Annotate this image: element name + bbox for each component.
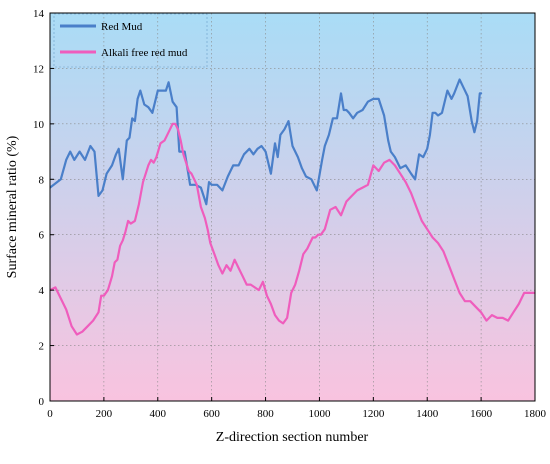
series-line-alkali-free-red-mud bbox=[50, 122, 535, 336]
legend: Red Mud Alkali free red mud bbox=[53, 13, 208, 68]
x-tick-label: 0 bbox=[47, 408, 53, 420]
x-tick-label: 1600 bbox=[470, 408, 493, 420]
x-tick-label: 600 bbox=[203, 408, 220, 420]
series-layer bbox=[50, 78, 535, 336]
legend-box bbox=[53, 13, 208, 68]
x-tick-label: 200 bbox=[96, 408, 113, 420]
plot-background bbox=[50, 13, 535, 401]
y-tick-label: 0 bbox=[39, 396, 45, 408]
y-tick-label: 12 bbox=[33, 63, 44, 75]
y-tick-label: 6 bbox=[39, 230, 45, 242]
x-axis-title: Z-direction section number bbox=[216, 430, 369, 445]
y-tick-label: 14 bbox=[33, 8, 45, 20]
x-tick-label: 1800 bbox=[524, 408, 547, 420]
legend-label-red-mud: Red Mud bbox=[101, 21, 143, 33]
grid bbox=[50, 13, 535, 401]
x-tick-label: 400 bbox=[150, 408, 167, 420]
y-tick-label: 2 bbox=[39, 341, 45, 353]
y-tick-label: 10 bbox=[33, 119, 45, 131]
y-axis-title: Surface mineral ratio (%) bbox=[5, 135, 20, 278]
x-tick-label: 1400 bbox=[416, 408, 439, 420]
series-line-red-mud bbox=[50, 78, 483, 206]
x-tick-label: 800 bbox=[257, 408, 274, 420]
x-tick-label: 1000 bbox=[308, 408, 331, 420]
x-tick-label: 1200 bbox=[362, 408, 385, 420]
legend-label-alkali-free-red-mud: Alkali free red mud bbox=[101, 47, 188, 59]
plot-frame bbox=[49, 12, 536, 402]
axis-ticks: 0 2 4 6 8 10 12 14 0 200 400 600 800 1000 1200 1400 1600… bbox=[33, 8, 547, 420]
y-tick-label: 8 bbox=[39, 174, 45, 186]
y-tick-label: 4 bbox=[39, 285, 45, 297]
